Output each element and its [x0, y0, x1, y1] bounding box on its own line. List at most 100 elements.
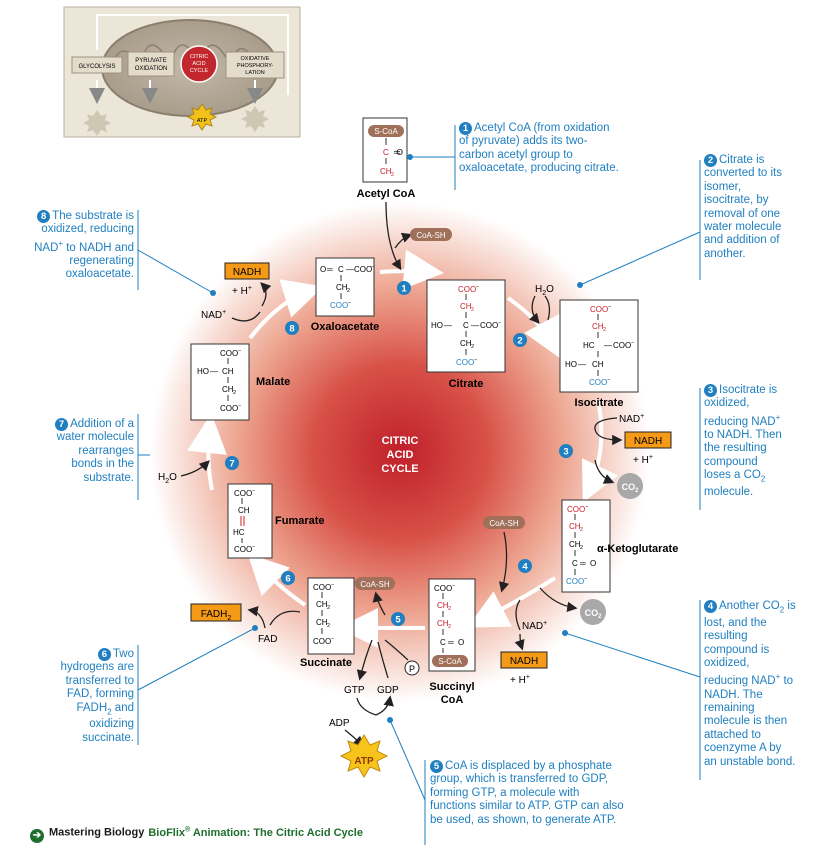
- svg-text:2: 2: [471, 344, 474, 350]
- overview-cycle-circle: [180, 45, 218, 83]
- step-5-marker: [391, 612, 405, 626]
- hplus-step3: + H+: [633, 454, 653, 466]
- svg-text:—: —: [346, 265, 354, 274]
- overview-burst-icon-2: [241, 106, 269, 132]
- nadh-step3: NADH: [634, 436, 662, 447]
- nadh-box-step4: [500, 651, 548, 669]
- svg-text:COO: COO: [234, 545, 252, 554]
- callout-leaders: [137, 125, 701, 845]
- note-step-4: 4 Another CO2 is lost, and the resulting …: [704, 600, 796, 768]
- oxaloacetate-label: Oxaloacetate: [311, 321, 379, 333]
- step-1: 1: [401, 284, 407, 295]
- svg-text:−: −: [252, 544, 255, 550]
- svg-text:COO: COO: [354, 265, 372, 274]
- svg-text:COO: COO: [220, 349, 238, 358]
- svg-text:HO: HO: [431, 321, 443, 330]
- coash-pill-step4: [483, 516, 525, 529]
- svg-text:HO: HO: [565, 360, 577, 369]
- svg-text:−: −: [585, 504, 588, 510]
- svg-text:═: ═: [393, 147, 401, 157]
- nadh-box-step3: [624, 431, 672, 449]
- svg-text:−: −: [452, 583, 455, 589]
- svg-text:−: −: [238, 403, 241, 409]
- svg-text:−: −: [631, 340, 634, 346]
- svg-text:−: −: [584, 576, 587, 582]
- svg-text:O: O: [590, 559, 596, 568]
- hplus-step8: + H+: [232, 285, 252, 297]
- svg-text:HO: HO: [197, 367, 209, 376]
- center-label-2: ACID: [387, 449, 414, 461]
- isocitrate-structure: COO − CH 2 HC — COO − HO — CH COO − Isoc…: [559, 299, 639, 409]
- svg-text:═: ═: [447, 638, 454, 647]
- svg-text:C: C: [572, 559, 578, 568]
- h2o-step7: H2O: [158, 472, 177, 485]
- co2-bubble-step4: [580, 599, 606, 625]
- overview-oxphos-l1: OXIDATIVE: [241, 56, 270, 62]
- step-6-marker: [281, 571, 295, 585]
- svg-text:2: 2: [233, 390, 236, 396]
- svg-text:CH: CH: [437, 601, 449, 610]
- nadh-box-step8: [224, 262, 270, 280]
- svg-text:O: O: [396, 147, 403, 157]
- note-step-5: 5 CoA is displaced by a phosphate group, …: [430, 760, 624, 826]
- svg-text:2: 2: [327, 623, 330, 629]
- svg-text:C: C: [338, 265, 344, 274]
- svg-text:—: —: [604, 341, 612, 350]
- oxphos-box: [225, 51, 285, 79]
- svg-text:−: −: [498, 320, 501, 326]
- acetyl-coa-structure: S-CoA C ═ O CH 2 Acetyl CoA: [357, 117, 415, 200]
- note-step-1: 1 Acetyl CoA (from oxidation of pyruvate)…: [459, 122, 619, 175]
- footer-link[interactable]: ➔ Mastering Biology BioFlix® Animation: Th…: [30, 826, 363, 843]
- svg-text:−: −: [474, 357, 477, 363]
- nadh-step8: NADH: [233, 267, 261, 278]
- svg-text:CH: CH: [592, 322, 604, 331]
- svg-text:−: −: [608, 304, 611, 310]
- svg-text:COO: COO: [313, 583, 331, 592]
- overview-oxphos-l2: PHOSPHORY-: [237, 63, 274, 69]
- nadh-step4: NADH: [510, 656, 538, 667]
- coash-step5: CoA-SH: [360, 580, 390, 589]
- fadh2-label: FADH2: [201, 609, 232, 622]
- step-3: 3: [563, 447, 568, 458]
- coash-step4: CoA-SH: [489, 519, 519, 528]
- svg-text:COO: COO: [480, 321, 498, 330]
- svg-text:2: 2: [391, 172, 394, 178]
- overview-oxidation: OXIDATION: [135, 66, 168, 72]
- svg-text:COO: COO: [434, 584, 452, 593]
- svg-text:COO: COO: [234, 489, 252, 498]
- svg-text:CH: CH: [222, 367, 234, 376]
- svg-text:CH: CH: [316, 600, 328, 609]
- svg-text:COO: COO: [458, 285, 476, 294]
- svg-text:COO: COO: [313, 637, 331, 646]
- svg-text:HC: HC: [583, 341, 595, 350]
- overview-pyruvate: PYRUVATE: [135, 58, 166, 64]
- svg-text:C: C: [383, 147, 389, 157]
- fadh2-box: [190, 603, 242, 622]
- svg-text:COO: COO: [590, 305, 608, 314]
- svg-text:O: O: [458, 638, 464, 647]
- svg-text:2: 2: [471, 307, 474, 313]
- svg-text:═: ═: [579, 559, 586, 568]
- svg-text:C: C: [463, 321, 469, 330]
- citrate-label: Citrate: [449, 378, 484, 390]
- phosphate-label: P: [409, 664, 415, 674]
- overview-cycle-l3: CYCLE: [190, 68, 209, 74]
- svg-text:−: −: [238, 348, 241, 354]
- step-5: 5: [395, 615, 401, 626]
- fumarate-label: Fumarate: [275, 515, 325, 527]
- note-step-2: 2 Citrate is converted to its isomer, iso…: [704, 154, 782, 260]
- citrate-structure: COO − CH 2 HO — C — COO − CH 2 COO − Cit…: [426, 279, 506, 390]
- arrow-right-icon: ➔: [30, 828, 44, 843]
- step-4-marker: [518, 559, 532, 573]
- succinyl-coa-structure: COO − CH 2 CH 2 C ═ O S-CoA Succinyl CoA: [428, 578, 476, 706]
- svg-text:CH: CH: [316, 618, 328, 627]
- nad-step3: NAD+: [619, 413, 644, 425]
- svg-text:COO: COO: [567, 505, 585, 514]
- co2-bubble-step3: [617, 473, 643, 499]
- step-1-marker: [397, 281, 411, 295]
- svg-text:CH: CH: [592, 360, 604, 369]
- coash-pill-step5: [355, 577, 395, 590]
- step-2: 2: [517, 336, 522, 347]
- svg-text:—: —: [471, 321, 479, 330]
- svg-text:−: −: [348, 300, 351, 306]
